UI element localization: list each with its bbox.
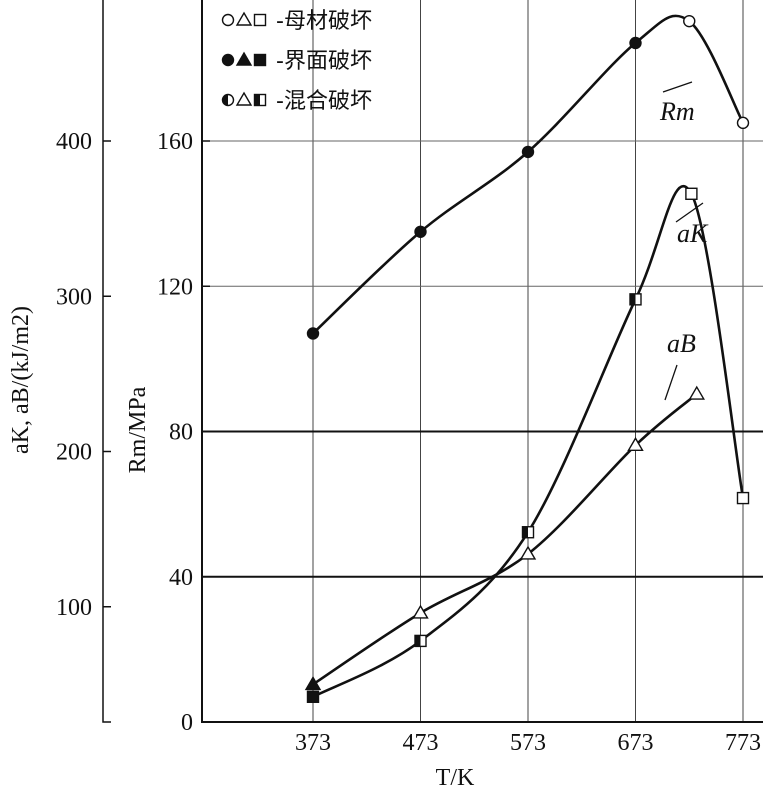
legend-marker-square — [253, 53, 267, 67]
curve-label-leader — [675, 202, 704, 223]
point-aK — [629, 293, 642, 306]
marker-half — [254, 94, 260, 106]
x-axis-title: T/K — [436, 765, 475, 790]
point-aB — [519, 545, 537, 560]
legend: -母材破坏 -界面破坏 -混合破坏 — [221, 9, 372, 114]
legend-marker-square — [253, 93, 267, 107]
point-aB — [412, 604, 429, 619]
curve-label-aB: aB — [667, 329, 696, 358]
markers — [304, 14, 750, 703]
curve-label-Rm: Rm — [659, 97, 695, 126]
point-aB — [688, 385, 705, 400]
left-tick-label: 400 — [56, 129, 92, 155]
point-Rm — [521, 145, 535, 159]
x-tick-label: 673 — [618, 730, 654, 756]
legend-marker-circle — [221, 13, 235, 27]
point-aB — [304, 675, 322, 691]
legend-marker-triangle — [235, 51, 253, 66]
point-aB — [627, 436, 644, 451]
plot-frame — [201, 0, 763, 723]
axes — [102, 0, 763, 723]
curve-label-leader — [664, 364, 678, 401]
rm-tick-label: 120 — [157, 274, 193, 300]
legend-entry: -界面破坏 — [276, 49, 372, 74]
grid — [202, 0, 763, 722]
series-line-aB — [312, 393, 698, 686]
point-aK — [685, 187, 698, 200]
legend-marker-triangle — [235, 91, 253, 106]
legend-entry: -母材破坏 — [276, 9, 372, 34]
legend-entry: -混合破坏 — [276, 89, 372, 114]
x-tick-label: 373 — [295, 730, 331, 756]
curve-label-leader — [662, 81, 693, 93]
curve-label-aK: aK — [677, 219, 709, 248]
legend-marker-square — [253, 13, 267, 27]
legend-marker-circle — [221, 53, 235, 67]
left-tick-label: 100 — [56, 595, 92, 621]
point-aK — [414, 634, 427, 648]
legend-marker-circle — [221, 93, 235, 107]
left-axis-title: aK, aB/(kJ/m2) — [8, 306, 34, 454]
labels: 373 473 573 673 773 0 40 80 120 160 100 200 300 400 T/… — [8, 81, 761, 790]
marker-half — [522, 526, 528, 538]
rm-axis-title: Rm/MPa — [125, 386, 151, 473]
point-aK — [306, 690, 320, 703]
x-tick-label: 473 — [403, 730, 439, 756]
point-Rm — [414, 225, 427, 238]
marker-half — [630, 293, 636, 305]
rm-tick-label: 0 — [181, 710, 193, 736]
x-tick-label: 773 — [725, 730, 761, 756]
point-aK — [736, 491, 750, 505]
point-Rm — [683, 14, 696, 28]
marker-half — [222, 94, 228, 106]
left-tick-label: 300 — [56, 284, 92, 310]
point-Rm — [629, 36, 642, 50]
left-tick-label: 200 — [56, 440, 92, 466]
point-Rm — [306, 327, 320, 340]
rm-tick-label: 160 — [157, 129, 193, 155]
rm-tick-label: 40 — [169, 565, 193, 591]
rm-tick-label: 80 — [169, 420, 193, 446]
point-aK — [521, 526, 535, 539]
left-axis-line — [102, 0, 111, 723]
marker-half — [415, 635, 421, 647]
legend-marker-triangle — [235, 11, 253, 26]
point-Rm — [736, 116, 750, 130]
x-tick-label: 573 — [510, 730, 546, 756]
